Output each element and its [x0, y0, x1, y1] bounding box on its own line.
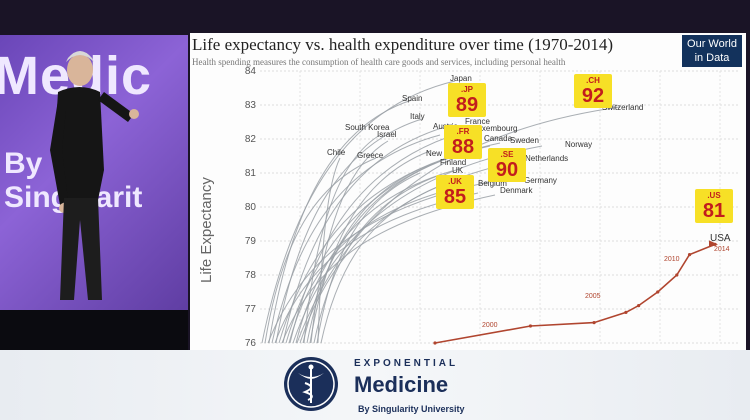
callout-code: .SE	[500, 150, 514, 159]
country-label: UK	[452, 166, 464, 175]
country-trajectory-line	[303, 134, 381, 344]
usa-point	[528, 324, 533, 328]
country-trajectory-line	[261, 80, 456, 344]
country-label: France	[465, 117, 490, 126]
country-trajectory-line	[306, 162, 436, 344]
owid-logo: Our World in Data	[682, 35, 742, 67]
y-tick-label: 76	[245, 338, 257, 349]
country-trajectory-line	[295, 170, 453, 344]
callout-code: .FR	[456, 127, 470, 136]
y-tick-label: 81	[245, 168, 257, 179]
country-label: Canada	[484, 134, 513, 143]
owid-logo-line1: Our World	[687, 38, 737, 50]
y-tick-label: 80	[245, 202, 257, 213]
usa-point	[675, 273, 679, 277]
footer-medicine: Medicine	[354, 372, 449, 397]
caduceus-logo-icon	[284, 357, 338, 411]
footer-exponential: EXPONENTIAL	[354, 358, 459, 369]
callout-badge: .US 81	[695, 189, 733, 223]
country-label: Spain	[402, 94, 422, 103]
country-label: Italy	[410, 112, 425, 121]
usa-point	[624, 310, 628, 314]
usa-point	[637, 304, 641, 308]
callout-badge: .CH 92	[574, 74, 612, 108]
callout-value: 85	[443, 186, 467, 208]
y-tick-label: 78	[245, 270, 257, 281]
country-trajectory-line	[288, 192, 439, 344]
usa-point	[687, 253, 692, 257]
country-trajectory-line	[320, 182, 449, 344]
country-trajectory-line	[264, 157, 377, 344]
country-label: Chile	[327, 148, 346, 157]
callout-badge: .UK 85	[436, 175, 474, 209]
footer-by-singularity: By Singularity University	[358, 404, 465, 414]
speaker-figure	[50, 51, 139, 300]
country-label: Belgium	[478, 179, 507, 188]
country-trajectory-line	[316, 172, 421, 344]
country-lines	[261, 80, 621, 344]
usa-year-label: 2014	[714, 246, 730, 253]
country-trajectory-line	[299, 160, 521, 344]
y-axis-ticks: 76 77 78 79 80 81 82 83 84	[245, 66, 257, 349]
country-label: Finland	[440, 158, 466, 167]
callout-code: .US	[707, 191, 721, 200]
usa-arrow-head	[709, 240, 718, 248]
usa-point	[656, 290, 660, 294]
country-trajectory-line	[268, 99, 413, 344]
country-label: Netherlands	[525, 154, 568, 163]
callout-code: .CH	[586, 76, 600, 85]
country-label: Switzerland	[602, 103, 643, 112]
country-trajectory-line	[302, 152, 466, 344]
callout-value: 89	[455, 94, 479, 116]
chart-subtitle: Health spending measures the consumption…	[192, 57, 566, 67]
chart-title: Life expectancy vs. health expenditure o…	[192, 35, 614, 54]
country-label: South Korea	[345, 123, 390, 132]
country-trajectory-line	[317, 157, 341, 344]
callout-value: 81	[702, 200, 726, 222]
y-tick-label: 79	[245, 236, 257, 247]
usa-year-label: 2005	[585, 293, 601, 300]
country-label: Sweden	[510, 136, 539, 145]
callout-value: 88	[451, 136, 475, 158]
usa-point	[433, 341, 437, 345]
owid-logo-line2: in Data	[694, 52, 730, 64]
y-tick-label: 83	[245, 100, 257, 111]
callout-value: 90	[495, 159, 519, 181]
y-tick-label: 77	[245, 304, 257, 315]
country-label: Japan	[450, 74, 472, 83]
callout-value: 92	[581, 85, 605, 107]
country-label: USA	[710, 233, 731, 244]
chart-grid	[260, 70, 740, 344]
country-label: Germany	[524, 176, 557, 185]
country-trajectory-line	[275, 118, 423, 344]
callout-badge: .JP 89	[448, 83, 486, 117]
y-tick-label: 82	[245, 134, 257, 145]
usa-year-label: 2000	[482, 322, 498, 329]
callout-badge: .SE 90	[488, 148, 526, 182]
country-label: Norway	[565, 140, 592, 149]
callout-code: .JP	[460, 85, 473, 94]
usa-series	[433, 240, 718, 345]
callout-badge: .FR 88	[444, 125, 482, 159]
usa-point	[592, 321, 596, 325]
callout-code: .UK	[448, 177, 462, 186]
country-trajectory-line	[289, 128, 476, 344]
footer-bar	[0, 350, 750, 420]
usa-year-labels: 2000 2005 2010 2014	[482, 246, 730, 329]
stage-floor	[0, 310, 188, 350]
country-label: Israel	[377, 130, 397, 139]
y-tick-label: 84	[245, 66, 257, 77]
country-trajectory-line	[271, 134, 441, 344]
country-trajectory-line	[313, 174, 441, 344]
country-label: Luxembourg	[473, 124, 517, 133]
country-label: Denmark	[500, 186, 533, 195]
presentation-slide: 76 77 78 79 80 81 82 83 84 Japan Spain Italy France…	[190, 33, 746, 350]
y-axis-title: Life Expectancy	[198, 177, 215, 283]
country-trajectory-line	[309, 150, 431, 344]
usa-year-label: 2010	[664, 256, 680, 263]
country-label: Greece	[357, 151, 384, 160]
